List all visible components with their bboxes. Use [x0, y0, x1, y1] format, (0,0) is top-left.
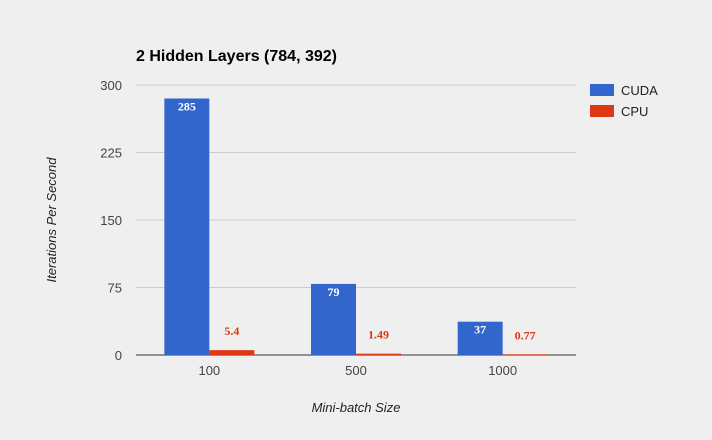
data-label: 1.49 — [368, 328, 389, 342]
y-tick-label: 75 — [108, 281, 122, 296]
bar-cuda — [164, 98, 210, 355]
bar-cuda — [457, 321, 503, 355]
data-labels: 285 5.4 79 1.49 37 0.77 — [178, 100, 536, 343]
y-tick-label: 300 — [100, 78, 122, 93]
x-tick-label: 500 — [345, 363, 367, 378]
legend-label-cpu: CPU — [621, 104, 648, 119]
legend-swatch-cpu — [590, 105, 614, 117]
data-label: 285 — [178, 100, 196, 114]
data-label: 79 — [328, 285, 340, 299]
x-axis-ticks: 100 500 1000 — [198, 363, 517, 378]
bar-cuda — [311, 283, 356, 355]
y-axis-title: Iterations Per Second — [44, 157, 59, 283]
y-tick-label: 150 — [100, 213, 122, 228]
legend-swatch-cuda — [590, 84, 614, 96]
legend: CUDA CPU — [590, 83, 658, 119]
x-tick-label: 1000 — [488, 363, 517, 378]
bar-cpu — [356, 353, 401, 355]
y-tick-label: 0 — [115, 348, 122, 363]
bar-cpu — [502, 354, 548, 355]
y-axis-ticks: 0 75 150 225 300 — [100, 78, 122, 363]
data-label: 0.77 — [515, 328, 536, 342]
data-label: 5.4 — [224, 324, 239, 338]
bar-cpu — [209, 350, 255, 355]
data-label: 37 — [474, 323, 486, 337]
bars — [164, 98, 548, 355]
y-tick-label: 225 — [100, 146, 122, 161]
x-axis-title: Mini-batch Size — [312, 400, 401, 415]
legend-label-cuda: CUDA — [621, 83, 658, 98]
chart-title: 2 Hidden Layers (784, 392) — [136, 48, 337, 65]
x-tick-label: 100 — [198, 363, 220, 378]
